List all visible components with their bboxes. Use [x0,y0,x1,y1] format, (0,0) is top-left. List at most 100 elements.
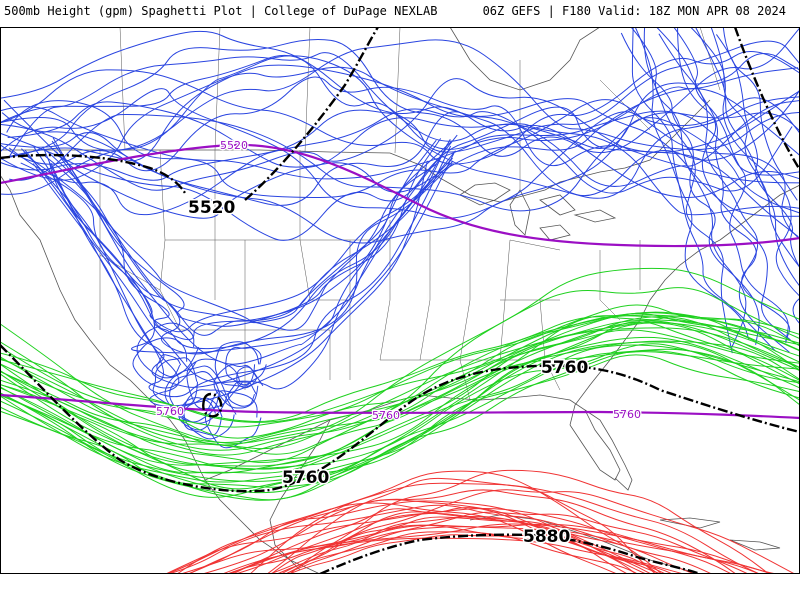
member-5520-loop [227,381,257,407]
member-5520-east-line [689,27,800,298]
member-5520-east-line [722,27,800,241]
member-5520-trough-line [45,150,453,355]
member-5520-line [0,106,800,180]
geographic-boundaries [0,27,800,574]
climatology-5520-line [0,143,800,248]
run-valid-time: 06Z GEFS | F180 Valid: 18Z MON APR 08 20… [482,4,786,18]
member-5880-line [284,489,796,574]
member-5880-line [233,508,733,574]
member-5880-line [249,470,663,574]
member-5520-line [0,78,800,191]
member-5520-loop [183,389,237,440]
member-5520-loop [136,322,200,379]
florida-peninsula [584,409,633,491]
member-5760-line [0,327,800,467]
member-5760-line [0,329,800,446]
member-5520-east-line [631,27,777,352]
member-5520-east-line [630,27,747,348]
map-background [0,27,800,574]
climatology-5760-line [0,393,800,420]
member-5520-loop [156,354,182,378]
member-5520-trough-line [21,148,428,407]
member-5520-trough-line [52,137,448,341]
member-5520-trough-line [50,152,455,388]
clim-label-5760-east: 5760 [613,408,641,421]
mean-label-5880: 5880 [523,527,570,547]
member-5520-trough-line [55,134,458,365]
member-5520-loop [169,371,221,423]
member-5880-line [200,489,737,574]
ensemble-mean-contours [0,27,800,574]
map-canvas: 5520 5520 5760 5760 5760 5760 5760 5880 [0,27,800,574]
contour-5520-members [0,27,800,449]
contour-5760-members [0,267,800,501]
member-5880-line [266,477,657,574]
member-5520-trough-line [44,141,452,331]
member-5520-trough-line [32,160,454,390]
member-5520-trough-line [24,145,452,398]
member-5760-line [0,321,800,494]
member-5520-line [0,55,800,199]
member-5520-line [1,98,800,217]
member-5880-line [288,469,770,574]
member-5520-loop [164,365,228,424]
member-5520-line [3,99,800,219]
member-5520-east-line [694,27,800,288]
hudson-bay-coast [449,27,601,91]
member-5760-line [0,312,800,443]
member-5520-loop [182,397,223,436]
member-5520-trough-line [51,138,442,327]
member-5520-line [0,39,800,151]
mean-5520-trough [244,27,380,201]
mean-5520-west [0,153,187,194]
member-5520-line [0,51,800,165]
member-5880-line [186,499,660,574]
member-5520-loop [225,346,267,386]
member-5520-line [6,99,798,201]
member-5520-loop [213,364,264,409]
member-5760-line [0,316,800,423]
member-5520-trough-line [20,157,453,350]
mean-5760-cutoff [202,392,223,418]
member-5520-east-line [634,27,750,340]
member-5760-line [0,322,800,501]
member-5880-line [284,511,750,574]
member-5520-loop [204,390,262,449]
mean-5760-line [0,344,800,493]
member-5520-line [0,54,799,150]
clim-label-5760-west: 5760 [156,405,184,418]
member-5520-loop [132,337,197,389]
member-5520-east-line [715,34,800,270]
mean-label-5760-west: 5760 [282,468,329,488]
climatology-contours [0,143,800,420]
mean-label-5520: 5520 [188,198,235,218]
member-5520-east-line [620,32,760,345]
member-5760-line [0,287,800,451]
gulf-coast [204,394,621,481]
member-5520-trough-line [33,138,451,354]
member-5880-line [228,523,774,574]
member-5760-line [0,267,800,444]
member-5760-line [0,344,800,474]
member-5520-loop [186,358,243,410]
clim-label-5520: 5520 [220,139,248,152]
clim-label-5760-mid: 5760 [372,409,400,422]
member-5520-trough-line [48,150,456,333]
great-lakes [459,182,617,241]
member-5520-east-line [677,27,791,341]
plot-title: 500mb Height (gpm) Spaghetti Plot | Coll… [4,4,438,18]
member-5760-line [0,340,800,466]
member-5880-line [275,531,639,574]
contour-5880-members [164,469,796,574]
contour-labels: 5520 5520 5760 5760 5760 5760 5760 5880 [155,138,643,549]
member-5520-east-line [643,27,733,354]
member-5520-east-line [655,27,791,342]
member-5520-line [0,66,800,197]
member-5760-line [0,350,800,488]
member-5520-line [9,112,800,212]
mean-5520-east [733,27,800,171]
member-5760-line [0,304,800,428]
member-5520-trough-line [42,139,437,336]
member-5880-line [176,482,761,574]
